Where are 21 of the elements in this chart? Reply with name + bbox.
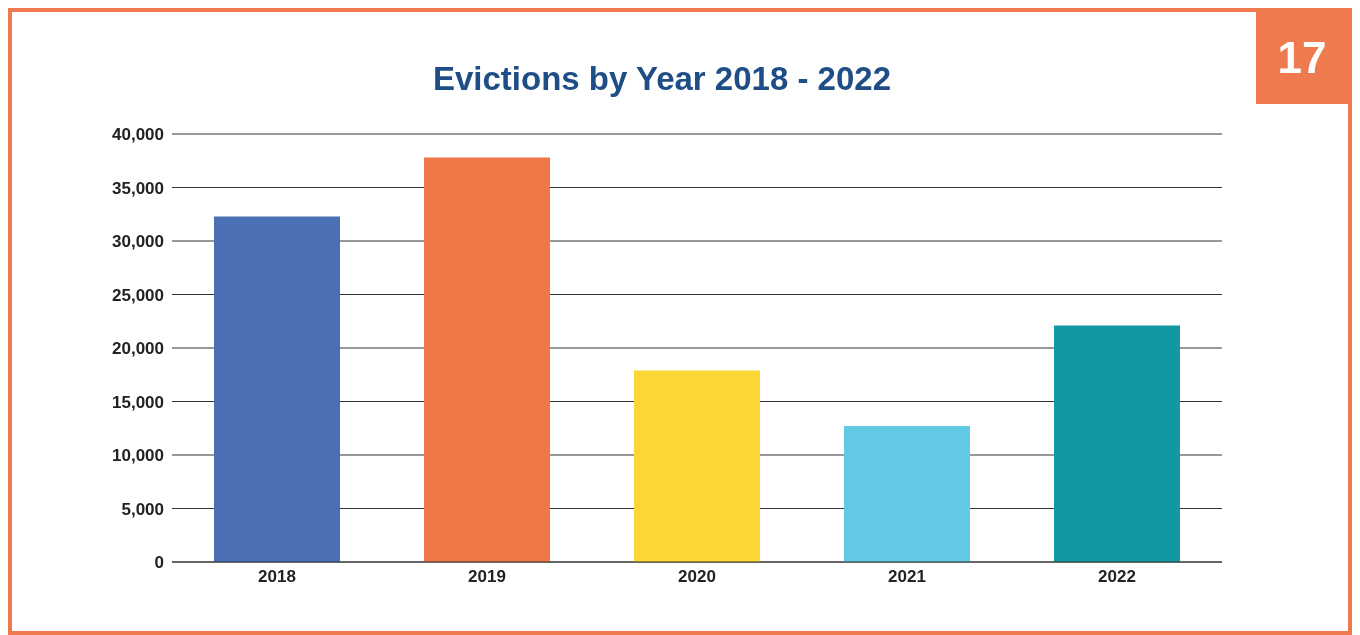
bar [214,216,340,562]
y-tick-label: 30,000 [112,232,164,252]
x-tick-label: 2018 [258,567,296,587]
bar [634,370,760,562]
y-tick-label: 40,000 [112,125,164,145]
bar [844,426,970,562]
bar [424,157,550,562]
y-tick-label: 10,000 [112,446,164,466]
bar [1054,325,1180,562]
y-tick-label: 35,000 [112,178,164,198]
y-tick-label: 15,000 [112,392,164,412]
x-tick-label: 2022 [1098,567,1136,587]
y-tick-label: 20,000 [112,339,164,359]
x-tick-label: 2019 [468,567,506,587]
y-tick-label: 25,000 [112,285,164,305]
chart-title: Evictions by Year 2018 - 2022 [432,60,892,97]
x-tick-label: 2020 [678,567,716,587]
y-tick-label: 5,000 [121,499,164,519]
y-tick-label: 0 [154,553,164,573]
x-tick-label: 2021 [888,567,926,587]
text: 17 [1256,12,1348,104]
